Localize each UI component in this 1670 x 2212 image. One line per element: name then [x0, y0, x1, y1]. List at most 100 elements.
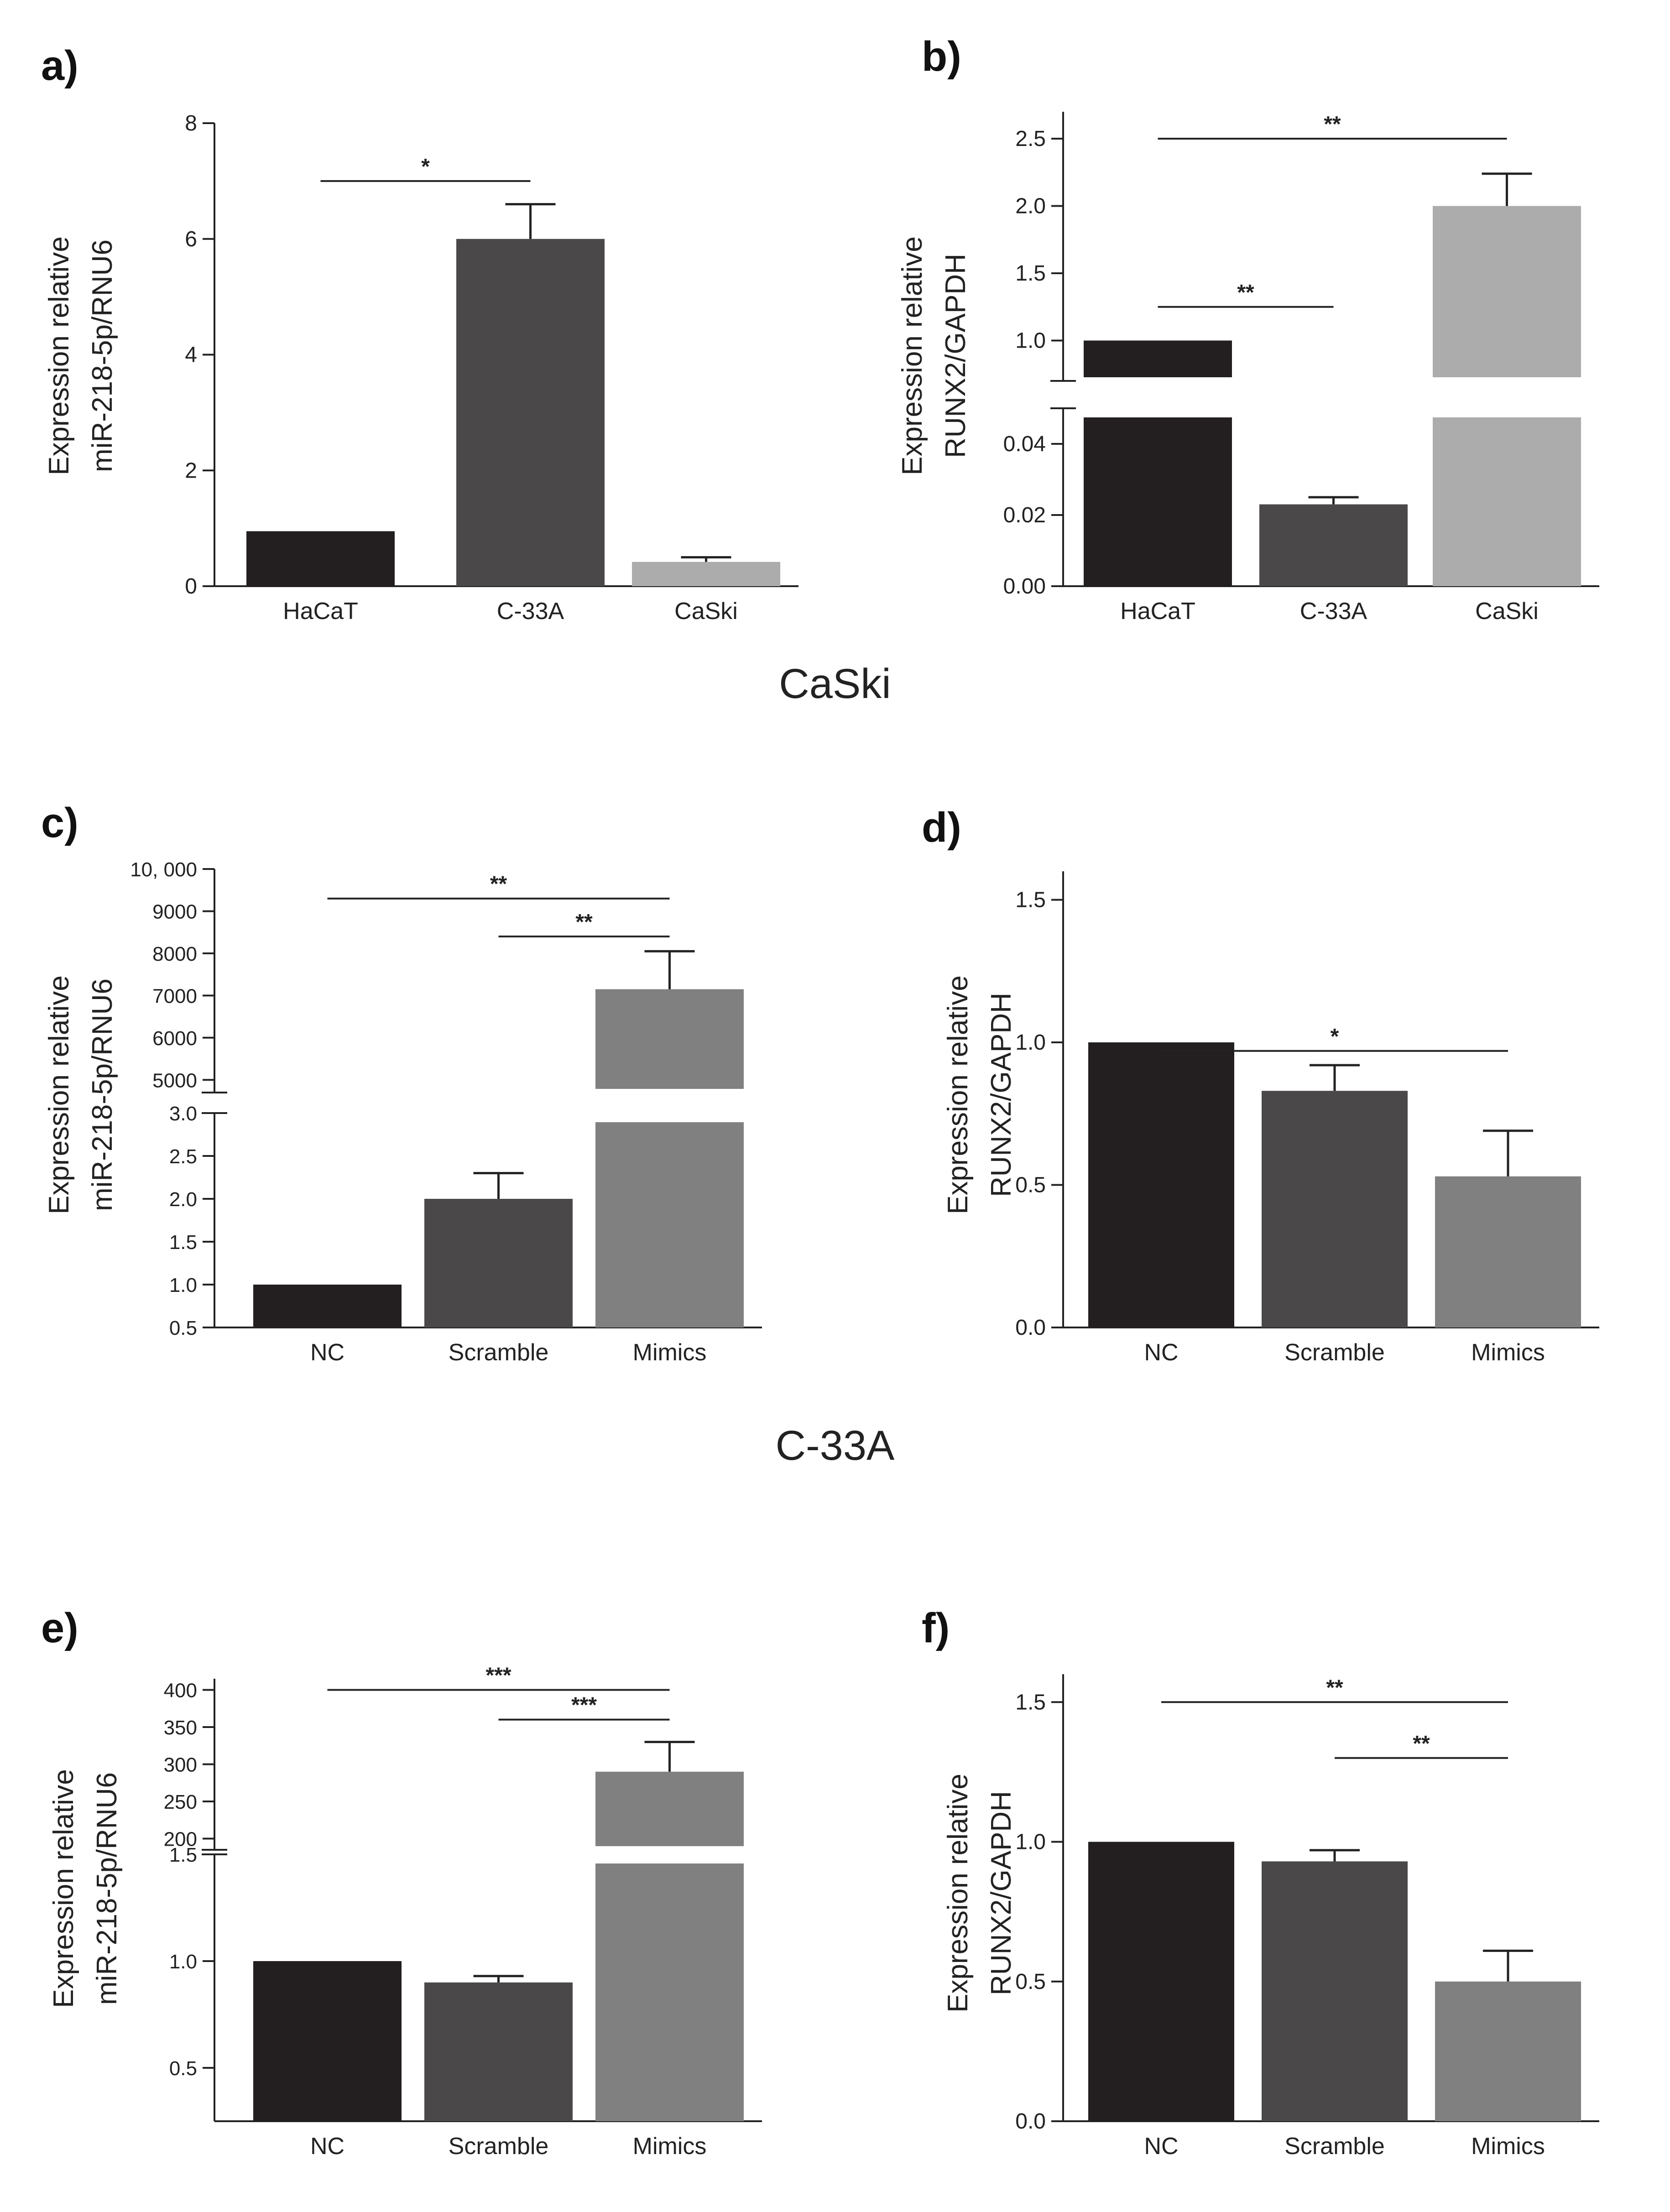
bar-2-1	[424, 1199, 573, 1327]
section-label-caski: CaSki	[779, 661, 891, 707]
panel-label-3: d)	[922, 804, 961, 851]
y-tick-label-3-1: 0.5	[1015, 1173, 1046, 1197]
x-tick-label-4-2: Mimics	[633, 2133, 707, 2160]
y-tick-label-0-0: 0	[185, 574, 197, 599]
significance-label-5-1: **	[1413, 1732, 1430, 1756]
y-tick-label-0-2: 4	[185, 343, 197, 367]
y-tick-label-0-4: 8	[185, 111, 197, 135]
y-axis-label-line-5-0: Expression relative	[942, 1774, 974, 2013]
panel-label-5: f)	[922, 1605, 950, 1651]
section-label-c33a: C-33A	[776, 1422, 895, 1469]
x-tick-label-0-1: C-33A	[497, 598, 564, 625]
bar-3-0	[1088, 1042, 1234, 1327]
y-tick-label-4-2: 1.5	[169, 1844, 197, 1866]
panel-label-0: a)	[41, 42, 78, 89]
bar-5-1	[1262, 1861, 1408, 2121]
y-tick-label-1-4: 1.5	[1015, 261, 1046, 286]
y-tick-label-5-0: 0.0	[1015, 2109, 1046, 2134]
y-tick-label-4-3: 200	[164, 1828, 197, 1851]
y-axis-label-line-3-0: Expression relative	[942, 975, 974, 1214]
y-axis-label-line-2-0: Expression relative	[43, 975, 75, 1214]
y-tick-label-2-2: 1.5	[169, 1231, 197, 1254]
significance-label-3-0: *	[1331, 1025, 1339, 1049]
bar-upper-4-2	[595, 1771, 744, 1846]
x-tick-label-1-2: CaSki	[1475, 598, 1539, 625]
significance-label-1-0: **	[1237, 281, 1254, 305]
y-tick-label-2-0: 0.5	[169, 1317, 197, 1339]
y-tick-label-5-1: 0.5	[1015, 1970, 1046, 1994]
y-tick-label-1-3: 1.0	[1015, 329, 1046, 353]
y-tick-label-1-2: 0.04	[1003, 432, 1046, 456]
bar-5-0	[1088, 1842, 1234, 2121]
y-tick-label-2-6: 5000	[152, 1069, 197, 1092]
x-tick-label-1-0: HaCaT	[1120, 598, 1195, 625]
panel-label-1: b)	[922, 33, 961, 80]
panel-label-2: c)	[41, 800, 78, 846]
y-tick-label-1-0: 0.00	[1003, 574, 1046, 599]
y-tick-label-1-1: 0.02	[1003, 503, 1046, 527]
y-tick-label-5-3: 1.5	[1015, 1690, 1046, 1714]
bar-0-0	[246, 531, 395, 586]
significance-label-5-0: **	[1326, 1676, 1343, 1700]
y-tick-label-4-0: 0.5	[169, 2057, 197, 2080]
y-tick-label-2-3: 2.0	[169, 1188, 197, 1211]
x-tick-label-1-1: C-33A	[1300, 598, 1367, 625]
y-tick-label-2-8: 7000	[152, 985, 197, 1007]
y-tick-label-1-5: 2.0	[1015, 194, 1046, 219]
y-tick-label-2-4: 2.5	[169, 1145, 197, 1168]
y-tick-label-0-3: 6	[185, 227, 197, 251]
significance-label-1-1: **	[1324, 112, 1341, 136]
x-tick-label-0-2: CaSki	[674, 598, 738, 625]
y-tick-label-5-2: 1.0	[1015, 1830, 1046, 1854]
y-tick-label-2-7: 6000	[152, 1027, 197, 1050]
x-tick-label-5-1: Scramble	[1284, 2133, 1385, 2160]
bar-upper-1-2	[1433, 206, 1581, 377]
bar-5-2	[1435, 1981, 1581, 2121]
y-tick-label-2-10: 9000	[152, 900, 197, 923]
x-tick-label-0-0: HaCaT	[283, 598, 358, 625]
y-axis-label-line-4-1: miR-218-5p/RNU6	[91, 1772, 123, 2005]
x-tick-label-2-2: Mimics	[633, 1339, 707, 1366]
x-tick-label-4-0: NC	[310, 2133, 344, 2160]
y-axis-label-line-2-1: miR-218-5p/RNU6	[87, 978, 118, 1211]
panel-label-4: e)	[41, 1605, 78, 1651]
y-tick-label-4-1: 1.0	[169, 1951, 197, 1973]
y-tick-label-2-11: 10, 000	[130, 859, 197, 881]
y-axis-label-line-1-1: RUNX2/GAPDH	[940, 254, 971, 458]
significance-label-4-0: ***	[485, 1663, 511, 1687]
y-axis-label-line-4-0: Expression relative	[48, 1769, 79, 2008]
bar-0-2	[632, 562, 780, 586]
bar-1-1	[1259, 504, 1408, 586]
bar-lower-1-2	[1433, 417, 1581, 586]
y-tick-label-4-4: 250	[164, 1791, 197, 1813]
bar-upper-2-2	[595, 989, 744, 1089]
significance-label-2-1: **	[575, 910, 593, 934]
x-tick-label-3-2: Mimics	[1471, 1339, 1545, 1366]
bar-lower-1-0	[1084, 417, 1232, 586]
bar-2-0	[253, 1285, 402, 1327]
x-tick-label-2-0: NC	[310, 1339, 344, 1366]
y-tick-label-0-1: 2	[185, 458, 197, 483]
y-tick-label-3-0: 0.0	[1015, 1316, 1046, 1340]
y-axis-label-line-3-1: RUNX2/GAPDH	[986, 993, 1017, 1197]
y-axis-label-line-0-0: Expression relative	[43, 236, 75, 475]
bar-4-0	[253, 1961, 402, 2121]
y-tick-label-3-3: 1.5	[1015, 888, 1046, 912]
significance-label-2-0: **	[490, 872, 507, 896]
y-tick-label-2-9: 8000	[152, 943, 197, 965]
y-tick-label-1-6: 2.5	[1015, 127, 1046, 151]
bar-3-1	[1262, 1091, 1408, 1327]
bar-upper-1-0	[1084, 340, 1232, 377]
bar-3-2	[1435, 1176, 1581, 1327]
y-axis-label-line-0-1: miR-218-5p/RNU6	[87, 239, 118, 472]
y-axis-label-line-1-0: Expression relative	[897, 236, 928, 475]
x-tick-label-4-1: Scramble	[449, 2133, 549, 2160]
y-tick-label-2-1: 1.0	[169, 1274, 197, 1296]
y-axis-label-line-5-1: RUNX2/GAPDH	[986, 1791, 1017, 1995]
bar-lower-4-2	[595, 1863, 744, 2121]
x-tick-label-2-1: Scramble	[449, 1339, 549, 1366]
x-tick-label-5-2: Mimics	[1471, 2133, 1545, 2160]
x-tick-label-3-0: NC	[1144, 1339, 1178, 1366]
y-tick-label-2-5: 3.0	[169, 1103, 197, 1125]
